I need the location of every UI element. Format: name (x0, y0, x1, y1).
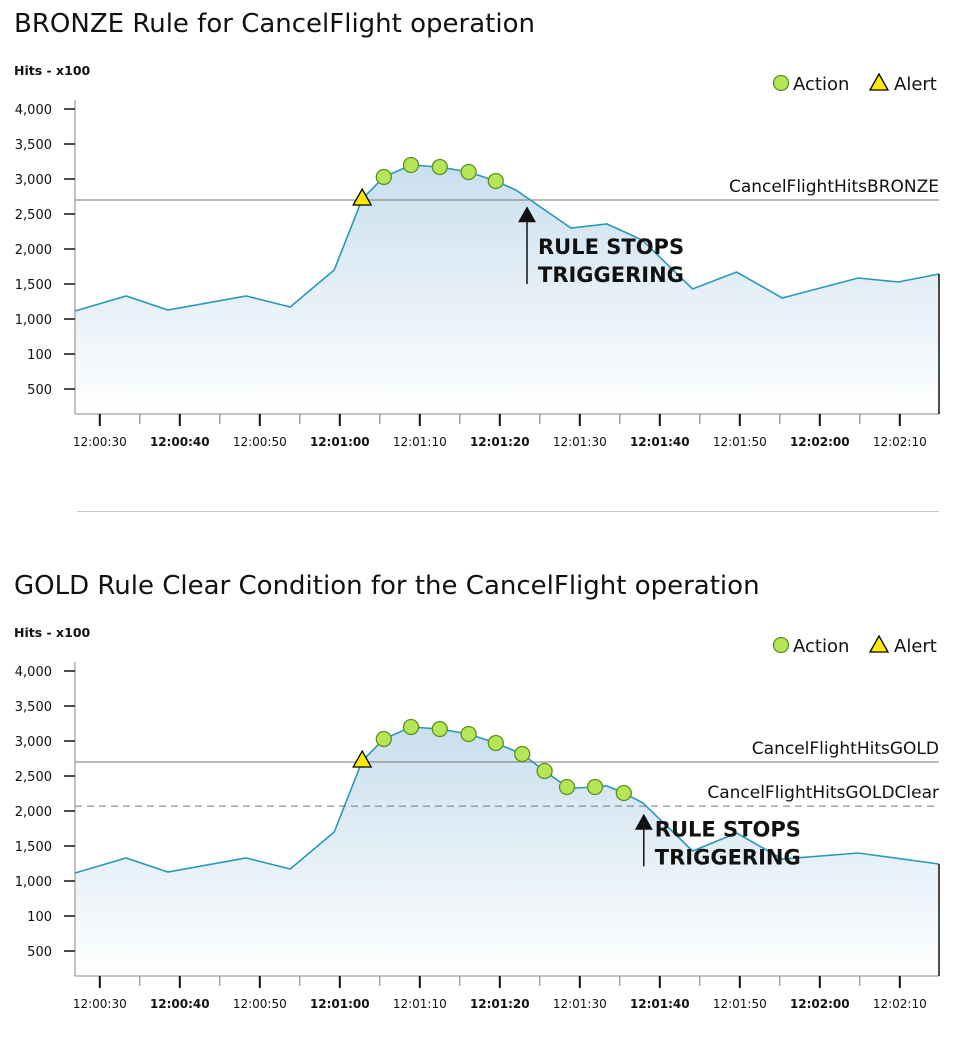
action-marker-circle-icon (558, 778, 576, 796)
series-area (75, 727, 939, 976)
legend-alert-triangle-icon (868, 634, 890, 653)
chart-title: BRONZE Rule for CancelFlight operation (14, 9, 535, 39)
x-tick-label: 12:00:40 (150, 997, 210, 1011)
action-marker-circle-icon (615, 784, 632, 802)
chart-divider (77, 511, 939, 512)
bronze-rule-chart: BRONZE Rule for CancelFlight operation Hi… (14, 9, 940, 449)
alert-marker-triangle-icon (352, 187, 373, 206)
action-marker-circle-icon (586, 778, 604, 796)
action-marker-circle-icon (375, 730, 392, 748)
y-tick-label: 3,500 (15, 138, 52, 153)
y-tick-label: 100 (27, 910, 52, 925)
action-marker-circle-icon (402, 156, 420, 174)
y-axis-label: Hits - x100 (14, 63, 91, 78)
x-tick-label: 12:01:00 (310, 435, 370, 449)
action-marker-circle-icon (460, 163, 477, 181)
y-tick-label: 3,000 (15, 173, 52, 188)
y-tick-label: 2,500 (15, 770, 52, 785)
x-tick-label: 12:01:20 (470, 435, 530, 449)
y-tick-label: 1,000 (15, 313, 52, 328)
x-tick-label: 12:01:50 (713, 435, 767, 449)
x-tick-label: 12:02:10 (873, 997, 927, 1011)
x-tick-label: 12:00:40 (150, 435, 210, 449)
x-tick-label: 12:01:50 (713, 997, 767, 1011)
x-tick-label: 12:01:40 (630, 435, 690, 449)
x-tick-label: 12:01:20 (470, 997, 530, 1011)
x-tick-label: 12:01:00 (310, 997, 370, 1011)
y-tick-label: 2,500 (15, 208, 52, 223)
legend-action-circle-icon (772, 74, 790, 92)
x-tick-label: 12:01:10 (393, 997, 447, 1011)
annotation-arrow-up-icon (518, 206, 536, 223)
alert-marker-triangle-icon (352, 749, 373, 768)
y-tick-label: 1,000 (15, 875, 52, 890)
threshold-label: CancelFlightHitsGOLDClear (707, 783, 939, 803)
x-tick-label: 12:00:50 (233, 997, 287, 1011)
x-tick-label: 12:02:00 (790, 435, 850, 449)
y-tick-label: 2,000 (15, 805, 52, 820)
action-marker-circle-icon (514, 745, 531, 763)
x-tick-label: 12:02:00 (790, 997, 850, 1011)
y-tick-label: 3,000 (15, 735, 52, 750)
x-tick-label: 12:00:30 (73, 435, 127, 449)
chart-title: GOLD Rule Clear Condition for the Cancel… (14, 571, 760, 601)
y-tick-label: 3,500 (15, 700, 52, 715)
x-tick-label: 12:00:30 (73, 997, 127, 1011)
legend-action-circle-icon (772, 636, 790, 654)
y-tick-label: 500 (27, 945, 52, 960)
threshold-label: CancelFlightHitsGOLD (752, 739, 939, 759)
action-marker-circle-icon (460, 725, 477, 743)
series-line (74, 164, 940, 312)
action-marker-circle-icon (375, 168, 392, 186)
y-tick-label: 1,500 (15, 840, 52, 855)
annotation-text: RULE STOPS (655, 817, 801, 841)
legend-alert-triangle-icon (868, 72, 890, 91)
action-marker-circle-icon (536, 762, 553, 780)
legend-alert-label: Alert (894, 636, 937, 657)
action-marker-circle-icon (402, 718, 420, 736)
y-tick-label: 4,000 (15, 103, 52, 118)
y-tick-label: 4,000 (15, 665, 52, 680)
annotation-text: TRIGGERING (655, 845, 801, 869)
action-marker-circle-icon (487, 734, 504, 752)
y-tick-label: 1,500 (15, 278, 52, 293)
x-tick-label: 12:02:10 (873, 435, 927, 449)
y-tick-label: 2,000 (15, 243, 52, 258)
x-tick-label: 12:01:30 (553, 997, 607, 1011)
legend-action-label: Action (793, 636, 849, 657)
threshold-label: CancelFlightHitsBRONZE (729, 177, 939, 197)
y-tick-label: 500 (27, 383, 52, 398)
x-tick-label: 12:01:10 (393, 435, 447, 449)
gold-rule-clear-chart: GOLD Rule Clear Condition for the Cancel… (14, 571, 940, 1011)
annotation-arrow-up-icon (634, 813, 653, 830)
x-tick-label: 12:00:50 (233, 435, 287, 449)
annotation-text: RULE STOPS (538, 235, 684, 259)
legend-alert-label: Alert (894, 74, 937, 95)
action-marker-circle-icon (431, 158, 448, 176)
x-tick-label: 12:01:30 (553, 435, 607, 449)
x-tick-label: 12:01:40 (630, 997, 690, 1011)
y-axis-label: Hits - x100 (14, 625, 91, 640)
y-tick-label: 100 (27, 348, 52, 363)
series-area (75, 165, 939, 414)
action-marker-circle-icon (431, 720, 448, 738)
legend-action-label: Action (793, 74, 849, 95)
annotation-text: TRIGGERING (538, 263, 684, 287)
action-marker-circle-icon (487, 172, 504, 190)
